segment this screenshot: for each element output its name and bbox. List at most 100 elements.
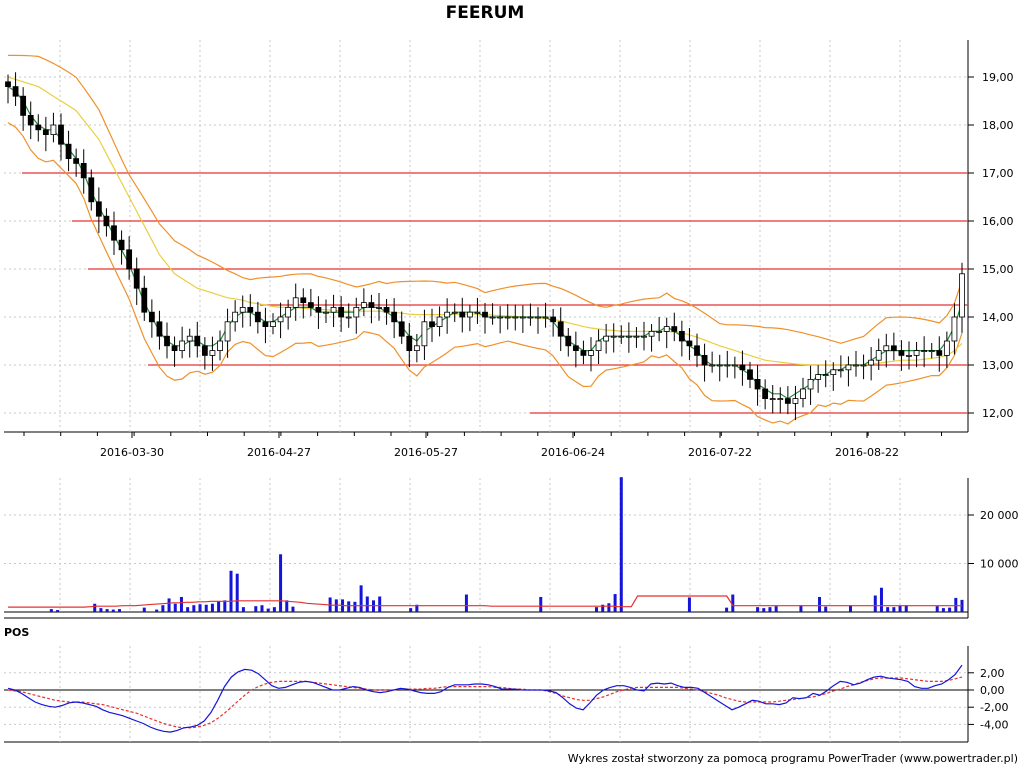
candle-body [868,359,875,366]
candle-body [270,321,276,327]
volume-tick-label: 20 000 [980,509,1019,522]
candle-body [194,335,201,347]
candle-body [35,124,42,131]
price-tick-label: 16,00 [982,215,1014,228]
volume-bar [111,609,115,612]
candle-body [928,350,935,353]
volume-bar [260,605,264,612]
volume-bar [167,598,171,612]
lower-band [7,122,963,425]
candle-body [489,316,496,319]
candle-body [565,335,572,347]
price-tick-label: 12,00 [982,407,1014,420]
candle-body [936,350,943,356]
candle-body [807,378,814,390]
candles [5,72,965,421]
candle-body [323,311,329,314]
candle-body [383,306,390,313]
volume-bar [186,607,190,612]
candle-body [860,364,867,367]
candle-body [686,340,693,347]
candle-body [792,398,799,404]
candle-body [943,340,950,356]
volume-bar [229,570,233,612]
candle-body [95,201,102,217]
candle-body [103,215,110,227]
volume-bar [762,608,766,612]
volume-bar [173,603,177,612]
volume-bar [595,607,599,612]
candle-body [262,321,269,327]
volume-bar [607,603,611,612]
candle-body [890,345,897,351]
volume-bar [409,608,413,612]
candle-body [656,330,663,333]
pos-tick-label: 0,00 [980,684,1005,697]
x-tick-label: 2016-08-22 [835,446,899,459]
volume-bar [756,607,760,612]
volume-bar [954,597,958,612]
candle-body [164,335,170,347]
candle-body [239,306,246,313]
x-tick-label: 2016-03-30 [100,446,164,459]
candle-body [724,364,731,367]
candle-body [739,364,746,371]
candle-body [179,340,186,351]
pos-tick-label: -4,00 [980,718,1008,731]
candle-body [42,129,49,136]
volume-bar [892,607,896,612]
volume-bar [192,605,196,612]
candle-body [118,239,125,251]
volume-bar [873,595,877,612]
candle-body [277,316,284,323]
volume-bar [359,585,363,612]
candle-body [474,311,481,314]
price-tick-label: 13,00 [982,359,1014,372]
candle-body [618,335,625,338]
candle-body [853,364,859,367]
candle-body [610,335,617,338]
candle-body [648,330,655,337]
candle-body [224,321,231,342]
volume-bar [142,607,146,612]
volume-bar [179,596,183,612]
volume-bar [879,587,883,612]
volume-bar [254,606,258,612]
candle-body [217,340,223,351]
candle-body [20,95,27,116]
candle-body [527,316,534,319]
candle-body [413,345,420,351]
volume-bar [279,554,283,612]
candle-body [595,340,602,351]
candle-body [5,81,11,88]
volume-bar [56,610,60,612]
candle-body [376,306,382,309]
pos-line [7,664,963,733]
candle-body [307,302,314,308]
pos-tick-label: 2,00 [980,667,1005,680]
candle-body [459,311,466,318]
candle-body [12,86,19,97]
candle-body [709,364,716,367]
volume-bar [155,609,159,612]
candle-body [209,350,216,356]
candle-body [247,306,254,313]
candle-body [769,398,776,401]
volume-bar [731,594,735,612]
volume-bar [818,596,822,612]
price-ticks: 12,00 13,00 14,00 15,00 16,00 17,00 18,00 19,00 [968,71,1014,420]
candle-body [883,345,890,351]
volume-bar [241,607,245,612]
volume-bar [198,604,202,612]
candle-body [875,350,882,361]
volume-bar [272,607,276,612]
candle-body [133,268,140,289]
candle-body [716,364,723,367]
volume-bar [99,608,103,612]
candle-body [830,369,837,375]
candle-body [557,321,564,337]
candle-body [535,316,541,319]
candle-body [429,321,435,327]
volume-bar [118,609,122,612]
price-tick-label: 18,00 [982,119,1014,132]
